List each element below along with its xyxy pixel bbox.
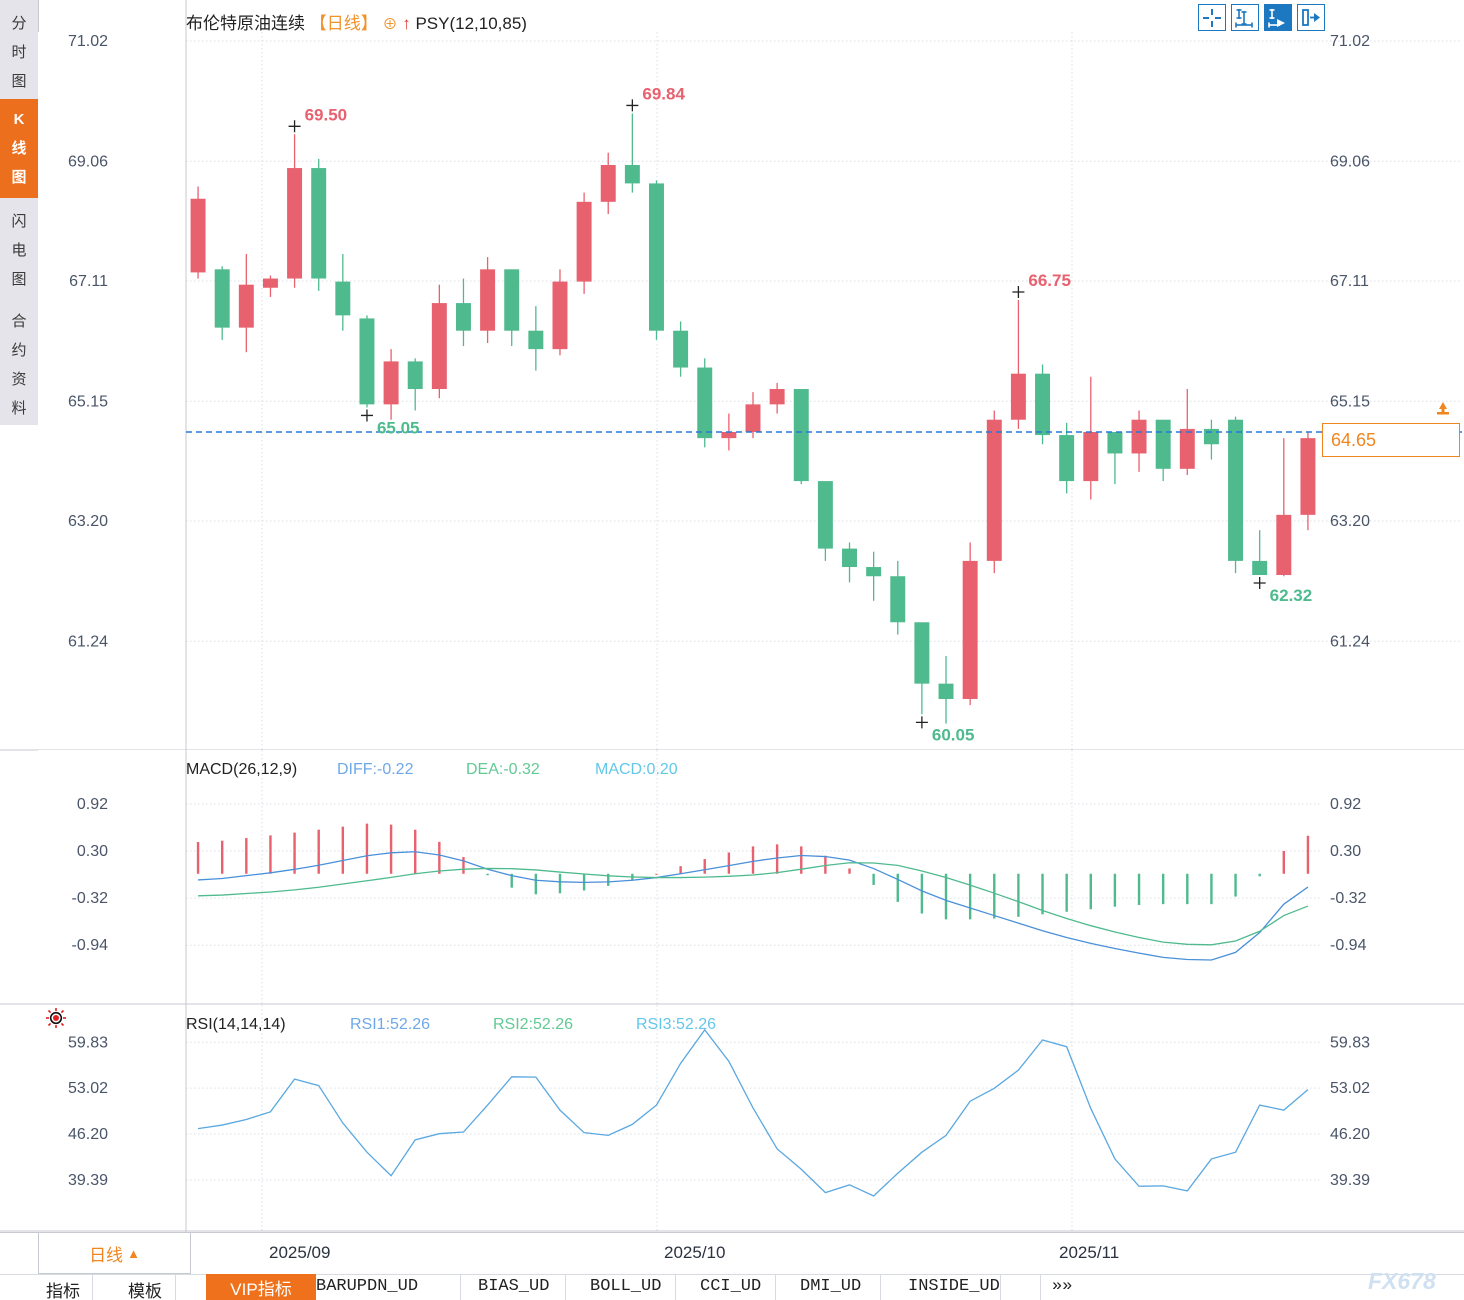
svg-text:65.15: 65.15 [68, 393, 108, 410]
svg-text:39.39: 39.39 [1330, 1172, 1370, 1189]
svg-text:53.02: 53.02 [1330, 1080, 1370, 1097]
svg-text:MACD:0.20: MACD:0.20 [595, 761, 678, 778]
svg-text:0.30: 0.30 [77, 843, 108, 860]
svg-text:0.92: 0.92 [1330, 796, 1361, 813]
svg-text:69.50: 69.50 [305, 105, 348, 124]
svg-text:71.02: 71.02 [68, 33, 108, 50]
svg-text:59.83: 59.83 [1330, 1034, 1370, 1051]
svg-text:-0.32: -0.32 [72, 890, 109, 907]
svg-text:0.30: 0.30 [1330, 843, 1361, 860]
svg-text:62.32: 62.32 [1270, 586, 1313, 605]
svg-text:71.02: 71.02 [1330, 33, 1370, 50]
svg-text:63.20: 63.20 [68, 513, 108, 530]
svg-text:69.06: 69.06 [68, 153, 108, 170]
svg-text:RSI(14,14,14): RSI(14,14,14) [186, 1016, 286, 1033]
svg-text:63.20: 63.20 [1330, 513, 1370, 530]
svg-text:67.11: 67.11 [69, 273, 108, 290]
svg-text:67.11: 67.11 [1330, 273, 1369, 290]
svg-text:-0.94: -0.94 [72, 937, 109, 954]
svg-text:DEA:-0.32: DEA:-0.32 [466, 761, 540, 778]
svg-text:46.20: 46.20 [1330, 1126, 1370, 1143]
svg-text:65.15: 65.15 [1330, 393, 1370, 410]
svg-text:-0.94: -0.94 [1330, 937, 1367, 954]
svg-text:53.02: 53.02 [68, 1080, 108, 1097]
svg-text:61.24: 61.24 [1330, 633, 1370, 650]
svg-text:65.05: 65.05 [377, 418, 420, 437]
svg-text:66.75: 66.75 [1028, 271, 1071, 290]
svg-text:RSI3:52.26: RSI3:52.26 [636, 1016, 716, 1033]
svg-text:46.20: 46.20 [68, 1126, 108, 1143]
svg-text:DIFF:-0.22: DIFF:-0.22 [337, 761, 414, 778]
svg-text:RSI2:52.26: RSI2:52.26 [493, 1016, 573, 1033]
svg-text:60.05: 60.05 [932, 725, 975, 744]
svg-text:59.83: 59.83 [68, 1034, 108, 1051]
svg-text:MACD(26,12,9): MACD(26,12,9) [186, 761, 297, 778]
svg-text:0.92: 0.92 [77, 796, 108, 813]
svg-text:69.06: 69.06 [1330, 153, 1370, 170]
svg-text:39.39: 39.39 [68, 1172, 108, 1189]
svg-text:61.24: 61.24 [68, 633, 108, 650]
svg-text:RSI1:52.26: RSI1:52.26 [350, 1016, 430, 1033]
svg-text:69.84: 69.84 [642, 84, 685, 103]
svg-text:-0.32: -0.32 [1330, 890, 1367, 907]
